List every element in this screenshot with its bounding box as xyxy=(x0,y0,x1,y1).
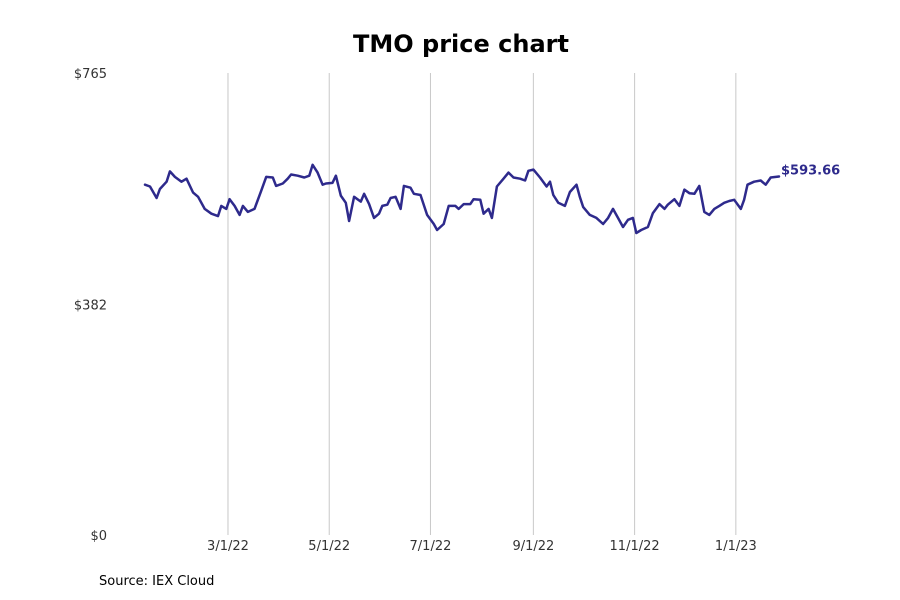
x-tick-label: 9/1/22 xyxy=(512,539,554,554)
x-tick-label: 11/1/22 xyxy=(610,539,660,554)
x-axis-ticks: 3/1/22 5/1/22 7/1/22 9/1/22 11/1/22 1/1/23 xyxy=(207,539,757,554)
series-line-price xyxy=(143,163,781,235)
y-tick-label: $765 xyxy=(74,67,107,82)
y-axis-ticks: $0 $382 $765 xyxy=(74,67,107,544)
x-tick-label: 1/1/23 xyxy=(715,539,757,554)
x-tick-label: 5/1/22 xyxy=(308,539,350,554)
gridlines xyxy=(227,73,737,535)
x-tick-label: 3/1/22 xyxy=(207,539,249,554)
y-tick-label: $382 xyxy=(74,298,107,313)
x-tick-label: 7/1/22 xyxy=(410,539,452,554)
chart-title: TMO price chart xyxy=(353,30,569,58)
last-value-label: $593.66 xyxy=(781,163,840,178)
source-note: Source: IEX Cloud xyxy=(99,574,215,589)
y-tick-label: $0 xyxy=(90,529,107,544)
